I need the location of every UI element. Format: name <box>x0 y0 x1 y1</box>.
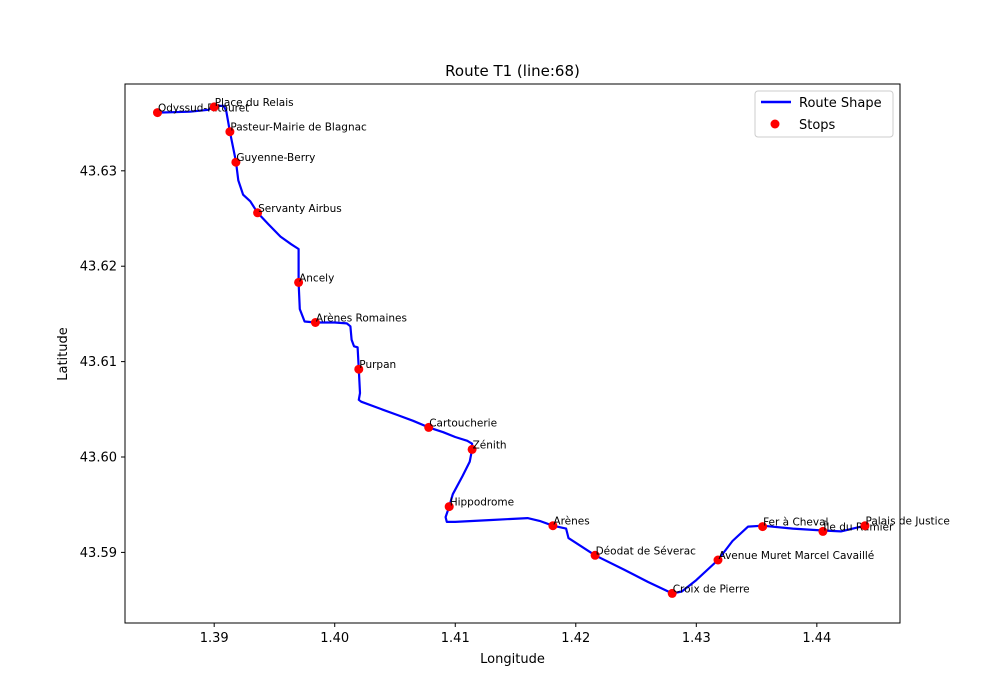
x-axis-label: Longitude <box>480 652 545 667</box>
route-shape-line <box>158 106 866 594</box>
y-tick-label: 43.59 <box>80 546 117 561</box>
chart-title: Route T1 (line:68) <box>445 62 580 80</box>
y-tick-label: 43.61 <box>80 355 117 370</box>
stop-label: Purpan <box>359 359 396 371</box>
stop-label: Palais de Justice <box>866 516 950 528</box>
y-tick-label: 43.63 <box>80 164 117 179</box>
stop-label: Servanty Airbus <box>258 203 342 215</box>
y-tick-label: 43.60 <box>80 451 117 466</box>
legend-stops-swatch <box>771 120 780 129</box>
y-axis-ticks: 43.59 43.60 43.61 43.62 43.63 <box>80 164 125 561</box>
stop-label: Croix de Pierre <box>673 583 750 595</box>
x-tick-label: 1.40 <box>320 631 349 646</box>
x-axis-ticks: 1.39 1.40 1.41 1.42 1.43 1.44 <box>200 623 832 646</box>
legend-stops-label: Stops <box>799 118 836 133</box>
stop-label: Avenue Muret Marcel Cavaillé <box>719 550 875 562</box>
stop-label: Arènes <box>553 516 589 528</box>
x-tick-label: 1.44 <box>802 631 831 646</box>
x-tick-label: 1.39 <box>200 631 229 646</box>
stop-label: Déodat de Séverac <box>596 545 697 557</box>
stop-label: Guyenne-Berry <box>236 152 315 164</box>
legend: Route Shape Stops <box>755 91 893 137</box>
stop-label: Hippodrome <box>450 497 514 509</box>
stop-label: Fer à Cheval <box>763 517 828 529</box>
legend-route-shape-label: Route Shape <box>799 96 882 111</box>
x-tick-label: 1.43 <box>682 631 711 646</box>
stop-label: Arènes Romaines <box>316 313 407 325</box>
x-tick-label: 1.41 <box>441 631 470 646</box>
y-axis-label: Latitude <box>56 327 71 381</box>
stop-label: Ancely <box>299 272 334 284</box>
stop-label: Place du Relais <box>215 97 294 109</box>
plot-frame <box>125 84 900 623</box>
stop-label: Cartoucherie <box>429 417 497 429</box>
stop-label: Pasteur-Mairie de Blagnac <box>230 122 367 134</box>
x-tick-label: 1.42 <box>561 631 590 646</box>
y-tick-label: 43.62 <box>80 260 117 275</box>
stop-label: Zénith <box>473 439 507 451</box>
